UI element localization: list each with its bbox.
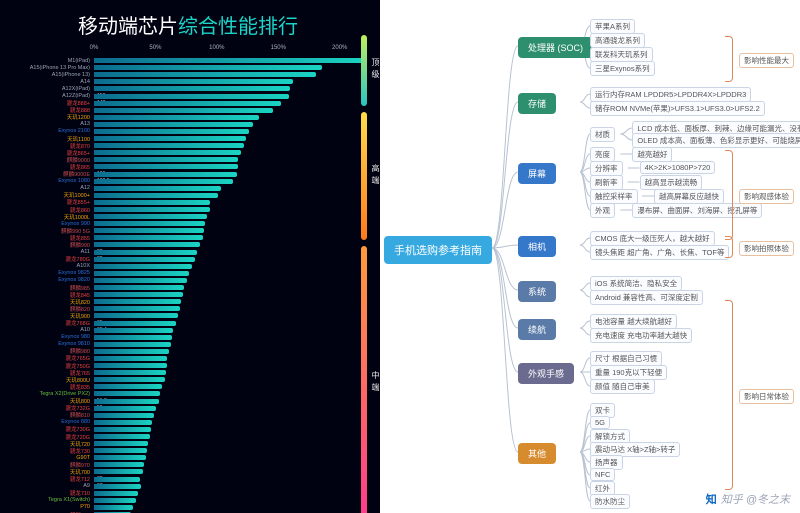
zhihu-icon: 知 <box>706 491 717 507</box>
chart-axis: 0%50%100%150%200% <box>94 45 352 55</box>
bar-row: 天玑1000L85 <box>4 213 372 220</box>
branch-node: 外观手感 <box>518 363 574 384</box>
leaf-node: 苹果A系列 <box>590 19 635 34</box>
bar-row: Exynos 1080105.2 <box>4 178 372 185</box>
watermark: 知 知乎 @冬之末 <box>706 491 790 507</box>
note-node: 影响性能最大 <box>739 53 794 68</box>
leaf-node: 尺寸 根据自己习惯 <box>590 351 662 366</box>
leaf-node: CMOS 底大一级压死人，越大越好 <box>590 231 715 246</box>
branch-node: 相机 <box>518 236 556 257</box>
leaf-node: 联发科天玑系列 <box>590 47 653 62</box>
bar-row: M1(iPad)205.4 <box>4 57 372 64</box>
leaf-node: 瀑布屏、曲面屏、刘海屏、挖孔屏等 <box>632 203 762 218</box>
bar-row: 骁龙71235 <box>4 476 372 483</box>
leaf-node: 分辨率 <box>590 161 623 176</box>
leaf-node: 三星Exynos系列 <box>590 61 655 76</box>
note-node: 影响日常体验 <box>739 389 794 404</box>
bar-row: A1060 <box>4 327 372 334</box>
branch-node: 续航 <box>518 319 556 340</box>
leaf-node: 重量 190克以下轻便 <box>590 365 667 380</box>
mindmap-panel: 知 知乎 @冬之末 手机选购参考指南 处理器 (SOC) 苹果A系列高通骁龙系列联发… <box>380 0 800 513</box>
leaf-node: 防水防尘 <box>590 494 630 509</box>
leaf-node: Android 兼容性高、可深度定制 <box>590 290 703 305</box>
leaf-node: iOS 系统简洁、隐私安全 <box>590 276 682 291</box>
leaf-node: 材质 <box>590 127 615 142</box>
leaf-node: 越亮越好 <box>632 147 672 162</box>
bar-row: 麒麟99080 <box>4 241 372 248</box>
leaf-node: 充电速度 充电功率越大越快 <box>590 328 692 343</box>
leaf-node: 外观 <box>590 203 615 218</box>
bar-row: 骁龙73040 <box>4 447 372 454</box>
bar-row: 麒麟81045.3 <box>4 412 372 419</box>
leaf-node: 镜头焦距 超广角、广角、长焦、TOF等 <box>590 245 729 260</box>
note-node: 影响拍照体验 <box>739 241 794 256</box>
leaf-node: 颜值 随自己审美 <box>590 379 655 394</box>
bar-row: 骁龙768G62 <box>4 319 372 326</box>
bar-row: 骁龙71033 <box>4 490 372 497</box>
leaf-node: 4K>2K>1080P>720 <box>640 161 716 174</box>
leaf-node: NFC <box>590 468 615 481</box>
leaf-node: 高通骁龙系列 <box>590 33 645 48</box>
leaf-node: 越高显示越流畅 <box>640 175 703 190</box>
leaf-node: 亮度 <box>590 147 615 162</box>
note-node: 影响观感体验 <box>739 189 794 204</box>
bar-row: 天玑1200125 <box>4 114 372 121</box>
chart-bars: M1(iPad)205.4A15(iPhone 13 Pro Max)172A1… <box>4 57 372 513</box>
bar-row: 骁龙780G76 <box>4 256 372 263</box>
branch-node: 其他 <box>518 443 556 464</box>
chart-title: 移动端芯片综合性能排行 <box>4 10 372 39</box>
bar-row: A15(iPhone 13)168 <box>4 71 372 78</box>
bar-row: A15(iPhone 13 Pro Max)172 <box>4 64 372 71</box>
bar-row: 麒麟9000E107.8 <box>4 171 372 178</box>
branch-node: 处理器 (SOC) <box>518 37 593 58</box>
leaf-node: 储存ROM NVMe(苹果)>UFS3.1>UFS3.0>UFS2.2 <box>590 101 765 116</box>
tier-rail: 顶级高端中端 <box>356 32 372 505</box>
leaf-node: 触控采样率 <box>590 189 638 204</box>
branch-node: 系统 <box>518 281 556 302</box>
bar-row: Exynos 98059 <box>4 334 372 341</box>
bar-row: A12X(iPad)148 <box>4 85 372 92</box>
leaf-node: 电池容量 越大续航越好 <box>590 314 677 329</box>
mindmap-root: 手机选购参考指南 <box>384 236 492 264</box>
bar-row: A13120 <box>4 121 372 128</box>
chip-ranking-chart: 移动端芯片综合性能排行 0%50%100%150%200% M1(iPad)20… <box>0 0 380 513</box>
branch-node: 屏幕 <box>518 163 556 184</box>
bar-row: Exynos 982572 <box>4 270 372 277</box>
leaf-node: 5G <box>590 416 610 429</box>
bar-row: 骁龙83551.3 <box>4 383 372 390</box>
leaf-node: 刷新率 <box>590 175 623 190</box>
bar-row: A14150 <box>4 78 372 85</box>
leaf-node: 运行内存RAM LPDDR5>LPDDR4X>LPDDR3 <box>590 87 751 102</box>
leaf-node: OLED 成本高、面板薄、色彩显示更好、可能烧屏、不耐摔 <box>632 133 800 148</box>
branch-node: 存储 <box>518 93 556 114</box>
leaf-node: 越高屏幕反应越快 <box>654 189 724 204</box>
bar-row: A10X74 <box>4 263 372 270</box>
bar-row: Tegra X1(Switch)32 <box>4 497 372 504</box>
